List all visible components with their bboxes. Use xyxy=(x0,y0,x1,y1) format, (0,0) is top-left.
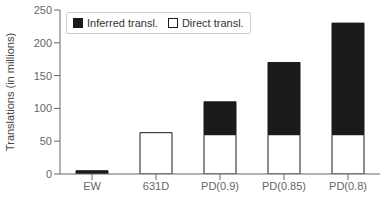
svg-text:631D: 631D xyxy=(143,180,169,192)
svg-text:PD(0.8): PD(0.8) xyxy=(329,180,367,192)
svg-text:PD(0.85): PD(0.85) xyxy=(262,180,306,192)
svg-text:0: 0 xyxy=(46,168,52,180)
svg-text:250: 250 xyxy=(34,4,52,16)
html-text:Inferred transl.: Inferred transl. xyxy=(87,17,158,29)
svg-text:100: 100 xyxy=(34,102,52,114)
svg-text:Translations (in millions): Translations (in millions) xyxy=(8,33,16,151)
svg-text:150: 150 xyxy=(34,70,52,82)
svg-text:50: 50 xyxy=(40,135,52,147)
svg-text:PD(0.9): PD(0.9) xyxy=(201,180,239,192)
html-text:Direct transl.: Direct transl. xyxy=(181,17,244,29)
svg-text:200: 200 xyxy=(34,37,52,49)
svg-text:EW: EW xyxy=(83,180,101,192)
